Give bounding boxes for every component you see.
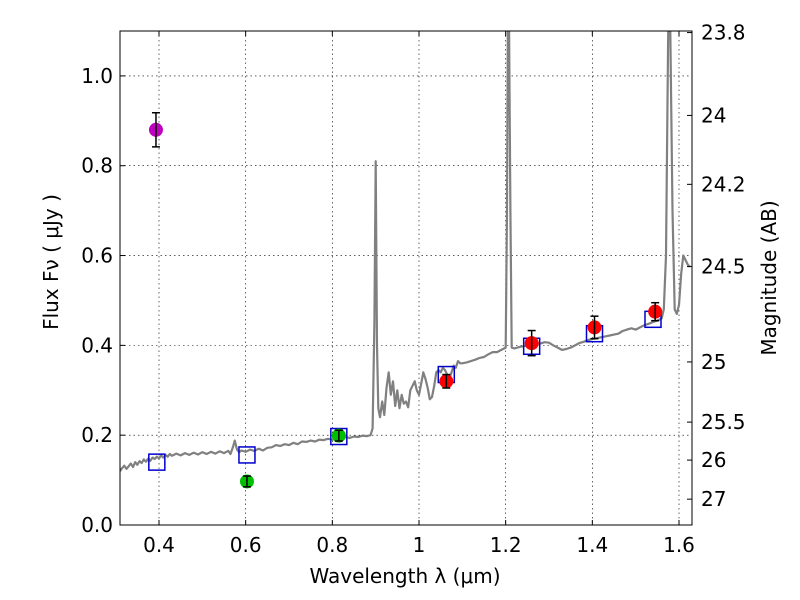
y-tick-label: 1.0: [81, 64, 113, 88]
model-photometry-square: [238, 446, 256, 464]
model-photometry-layer: [148, 310, 662, 471]
y2-tick-label: 25: [701, 350, 726, 374]
y-tick-label: 0.0: [81, 513, 113, 537]
y2-tick-label: 26: [701, 448, 726, 472]
model-photometry-square: [148, 453, 166, 471]
model-photometry-square: [330, 427, 348, 446]
y2-tick-label: 27: [701, 487, 726, 511]
y-tick-label: 0.4: [81, 333, 113, 357]
x-axis-label: Wavelength λ (μm): [309, 564, 500, 588]
x-tick-label: 1.2: [490, 533, 522, 557]
y2-axis-label: Magnitude (AB): [757, 200, 781, 355]
y2-tick-label: 24.5: [701, 255, 746, 279]
y-tick-label: 0.2: [81, 423, 113, 447]
x-tick-label: 0.4: [143, 533, 175, 557]
y-tick-label: 0.6: [81, 244, 113, 268]
plot-frame: [119, 30, 693, 526]
y-tick-label: 0.8: [81, 154, 113, 178]
y2-tick-label: 25.5: [701, 410, 746, 434]
spectrum-layer: [120, 31, 691, 472]
x-tick-label: 0.8: [316, 533, 348, 557]
x-tick-label: 1: [413, 533, 426, 557]
spectrum-line: [120, 31, 691, 472]
x-tick-label: 0.6: [230, 533, 262, 557]
y2-tick-label: 24.2: [701, 172, 746, 196]
observed-photometry-layer: [148, 111, 663, 489]
x-tick-label: 1.6: [663, 533, 695, 557]
grid: [120, 31, 692, 526]
ticks: [120, 31, 692, 526]
x-tick-label: 1.4: [576, 533, 608, 557]
y2-tick-label: 23.8: [701, 21, 746, 45]
y2-tick-label: 24: [701, 103, 726, 127]
tick-labels: 0.4 0.6 0.8 1 1.2 1.4 1.6 0.0 0.2 0.4 0.6 0.8 1.0 23.…: [81, 21, 745, 557]
y-axis-label: Flux Fν ( μJy ): [39, 194, 63, 330]
